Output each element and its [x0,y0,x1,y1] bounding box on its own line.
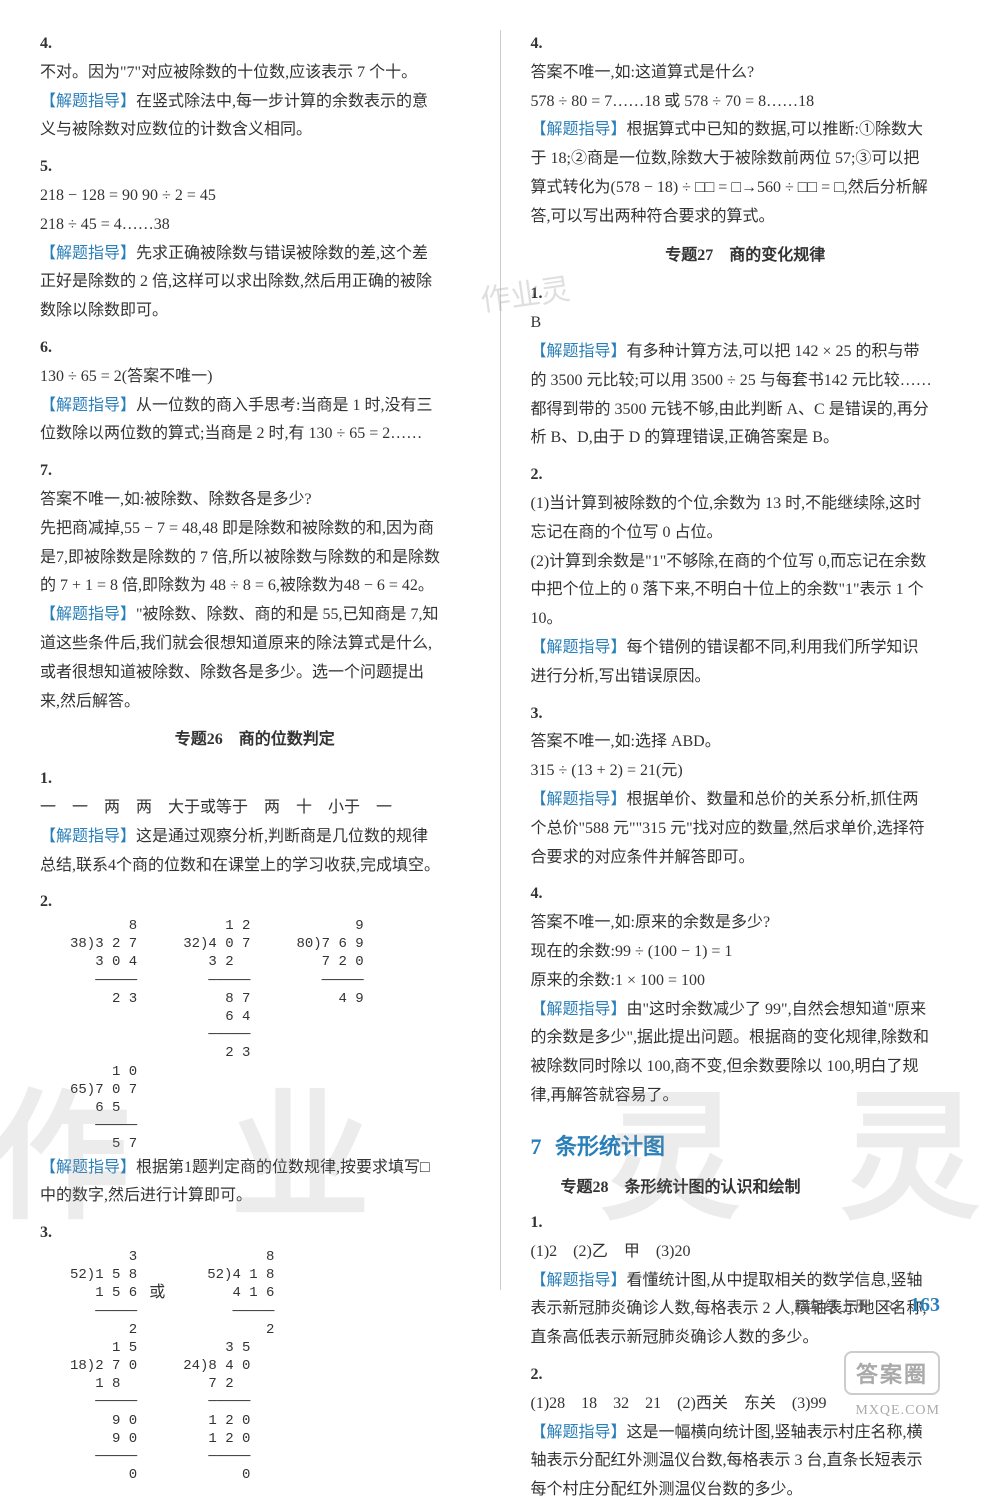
item-body: 答案不唯一,如:这道算式是什么? 578 ÷ 80 = 7……18 或 578 … [531,59,935,232]
t27-q4-line3: 原来的余数:1 × 100 = 100 [531,972,706,989]
item-body: 8 38)3 2 7 3 0 4 ───── 2 3 1 2 32)4 0 7 … [40,917,444,1211]
item-body: 答案不唯一,如:被除数、除数各是多少? 先把商减掉,55 − 7 = 48,48… [40,486,444,716]
item-number: 3. [40,1219,64,1248]
long-division-3c: 1 5 18)2 7 0 1 8 ───── 9 0 9 0 ───── 0 [70,1339,137,1485]
hint-label: 【解题指导】 [531,1001,627,1018]
hint-label: 【解题指导】 [531,791,627,808]
item-number: 7. [40,457,64,486]
t27-q1-ans: B [531,314,542,331]
topic-27-title: 专题27 商的变化规律 [531,242,961,271]
hint-label: 【解题指导】 [40,397,136,414]
q6: 6. 130 ÷ 65 = 2(答案不唯一) 【解题指导】从一位数的商入手思考:… [40,334,470,449]
item-number: 1. [40,765,64,794]
r-q4-line2: 578 ÷ 80 = 7……18 或 578 ÷ 70 = 8……18 [531,93,815,110]
t28-q2-text: (1)28 18 32 21 (2)西关 东关 (3)99 [531,1395,827,1412]
item-body: 130 ÷ 65 = 2(答案不唯一) 【解题指导】从一位数的商入手思考:当商是… [40,363,444,449]
page-footer: 四年级上册 RJ 163 [794,1294,940,1317]
hint-label: 【解题指导】 [531,1424,627,1441]
item-body: 答案不唯一,如:原来的余数是多少? 现在的余数:99 ÷ (100 − 1) =… [531,909,935,1111]
hint-label: 【解题指导】 [40,245,136,262]
item-body: 3 52)1 5 8 1 5 6 ───── 2 或 8 52)4 1 8 4 … [40,1248,444,1484]
item-body: 一 一 两 两 大于或等于 两 十 小于 一 【解题指导】这是通过观察分析,判断… [40,794,444,880]
t26-q1: 1. 一 一 两 两 大于或等于 两 十 小于 一 【解题指导】这是通过观察分析… [40,765,470,880]
grade-label: 四年级上册 RJ [794,1299,900,1315]
long-division-2: 1 2 32)4 0 7 3 2 ───── 8 7 6 4 ───── 2 3 [183,917,250,1063]
hint-label: 【解题指导】 [531,1272,627,1289]
item-number: 4. [531,30,555,59]
t27-q3: 3. 答案不唯一,如:选择 ABD。 315 ÷ (13 + 2) = 21(元… [531,700,961,873]
q5-line1: 218 − 128 = 90 90 ÷ 2 = 45 [40,187,216,204]
item-body: 218 − 128 = 90 90 ÷ 2 = 45 218 ÷ 45 = 4…… [40,182,444,326]
hint-label: 【解题指导】 [531,343,627,360]
long-division-4: 1 0 65)7 0 7 6 5 ───── 5 7 [70,1063,444,1154]
section-number: 7 [531,1134,542,1159]
long-division-3a: 3 52)1 5 8 1 5 6 ───── 2 [70,1248,137,1339]
left-column: 4. 不对。因为"7"对应被除数的十位数,应该表示 7 个十。 【解题指导】在竖… [40,30,470,1290]
t26-q2: 2. 8 38)3 2 7 3 0 4 ───── 2 3 1 2 32)4 0… [40,888,470,1211]
q5-line2: 218 ÷ 45 = 4……38 [40,216,170,233]
t27-q4-line2: 现在的余数:99 ÷ (100 − 1) = 1 [531,943,733,960]
r-q4: 4. 答案不唯一,如:这道算式是什么? 578 ÷ 80 = 7……18 或 5… [531,30,961,232]
r-q4-line1: 答案不唯一,如:这道算式是什么? [531,64,755,81]
page-number: 163 [910,1294,940,1316]
long-division-3d: 3 5 24)8 4 0 7 2 ───── 1 2 0 1 2 0 ─────… [183,1339,250,1485]
t27-q4-line1: 答案不唯一,如:原来的余数是多少? [531,914,771,931]
t26-q3: 3. 3 52)1 5 8 1 5 6 ───── 2 或 8 52)4 1 8… [40,1219,470,1484]
section-7-title: 7 条形统计图 [531,1127,961,1167]
hint-label: 【解题指导】 [40,828,136,845]
hint-label: 【解题指导】 [40,93,136,110]
t27-q4: 4. 答案不唯一,如:原来的余数是多少? 现在的余数:99 ÷ (100 − 1… [531,880,961,1110]
topic-26-title: 专题26 商的位数判定 [40,726,470,755]
item-body: (1)当计算到被除数的个位,余数为 13 时,不能继续除,这时忘记在商的个位写 … [531,490,935,692]
t27-q2-b: (2)计算到余数是"1"不够除,在商的个位写 0,而忘记在余数中把个位上的 0 … [531,553,927,628]
long-division-1: 8 38)3 2 7 3 0 4 ───── 2 3 [70,917,137,1063]
item-body: 答案不唯一,如:选择 ABD。 315 ÷ (13 + 2) = 21(元) 【… [531,728,935,872]
or-label: 或 [149,1279,165,1308]
section-name: 条形统计图 [555,1134,665,1159]
t27-q2: 2. (1)当计算到被除数的个位,余数为 13 时,不能继续除,这时忘记在商的个… [531,461,961,691]
long-division-3: 9 80)7 6 9 7 2 0 ───── 4 9 [296,917,363,1063]
item-number: 2. [531,461,555,490]
item-number: 1. [531,1209,555,1238]
source-url: MXQE.COM [855,1403,940,1419]
t26-q1-text: 一 一 两 两 大于或等于 两 十 小于 一 [40,799,392,816]
t28-q1: 1. (1)2 (2)乙 甲 (3)20 【解题指导】看懂统计图,从中提取相关的… [531,1209,961,1353]
q6-line1: 130 ÷ 65 = 2(答案不唯一) [40,368,212,385]
item-number: 2. [40,888,64,917]
topic-28-title: 专题28 条形统计图的认识和绘制 [561,1174,961,1203]
q5: 5. 218 − 128 = 90 90 ÷ 2 = 45 218 ÷ 45 =… [40,153,470,326]
hint-label: 【解题指导】 [40,1159,136,1176]
item-body: B 【解题指导】有多种计算方法,可以把 142 × 25 的积与带的 3500 … [531,309,935,453]
item-number: 5. [40,153,64,182]
item-number: 4. [531,880,555,909]
t28-q1-text: (1)2 (2)乙 甲 (3)20 [531,1243,691,1260]
hint-label: 【解题指导】 [40,606,136,623]
two-column-layout: 4. 不对。因为"7"对应被除数的十位数,应该表示 7 个十。 【解题指导】在竖… [40,30,960,1290]
item-number: 4. [40,30,64,59]
t27-q2-a: (1)当计算到被除数的个位,余数为 13 时,不能继续除,这时忘记在商的个位写 … [531,495,922,541]
t27-q3-line1: 答案不唯一,如:选择 ABD。 [531,733,721,750]
item-body: 不对。因为"7"对应被除数的十位数,应该表示 7 个十。 【解题指导】在竖式除法… [40,59,444,145]
item-number: 1. [531,280,555,309]
right-column: 4. 答案不唯一,如:这道算式是什么? 578 ÷ 80 = 7……18 或 5… [531,30,961,1290]
q4-text: 不对。因为"7"对应被除数的十位数,应该表示 7 个十。 [40,64,417,81]
q4: 4. 不对。因为"7"对应被除数的十位数,应该表示 7 个十。 【解题指导】在竖… [40,30,470,145]
long-division-3b: 8 52)4 1 8 4 1 6 ───── 2 [207,1248,274,1339]
q7: 7. 答案不唯一,如:被除数、除数各是多少? 先把商减掉,55 − 7 = 48… [40,457,470,716]
hint-label: 【解题指导】 [531,121,627,138]
q7-line2: 先把商减掉,55 − 7 = 48,48 即是除数和被除数的和,因为商是7,即被… [40,520,440,595]
t27-q1: 1. B 【解题指导】有多种计算方法,可以把 142 × 25 的积与带的 35… [531,280,961,453]
q7-line1: 答案不唯一,如:被除数、除数各是多少? [40,491,312,508]
hint-label: 【解题指导】 [531,639,627,656]
t27-q3-line2: 315 ÷ (13 + 2) = 21(元) [531,762,683,779]
item-number: 2. [531,1361,555,1390]
item-number: 3. [531,700,555,729]
column-divider [500,30,501,1290]
item-number: 6. [40,334,64,363]
answer-stamp: 答案圈 [844,1351,940,1395]
